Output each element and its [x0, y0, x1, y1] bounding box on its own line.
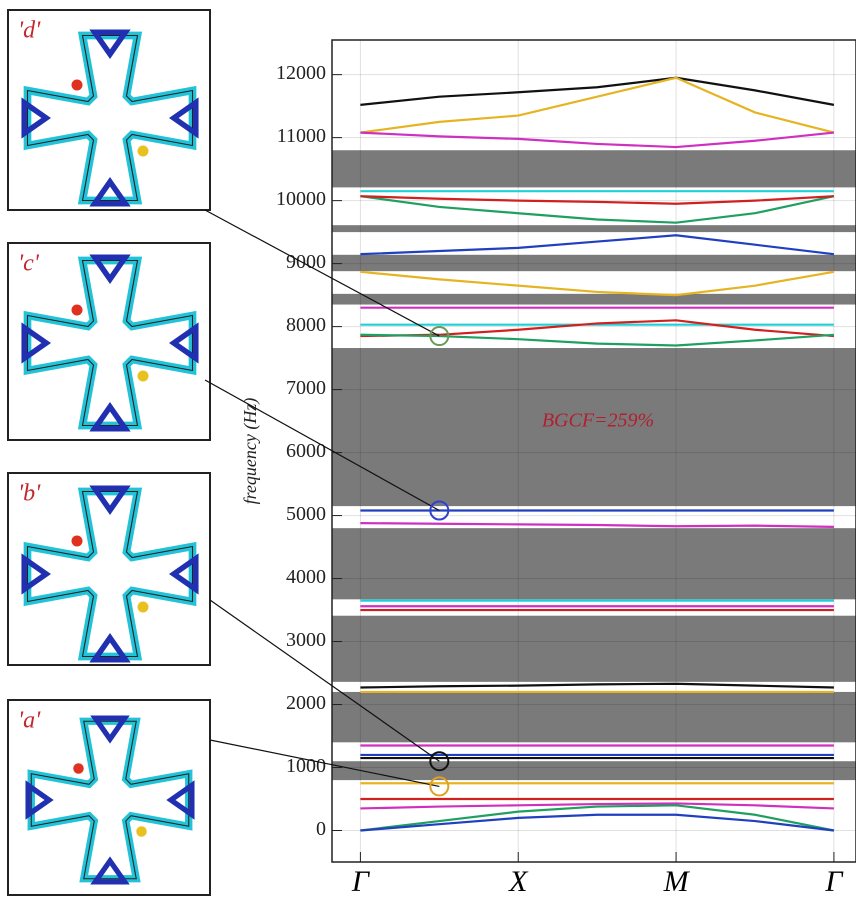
- mode-label: 'b': [18, 481, 41, 507]
- mode-label: 'd': [18, 18, 41, 44]
- annotation: BGCF=259%: [542, 410, 654, 432]
- y-tick-label: 2000: [286, 692, 326, 714]
- y-tick-label: 12000: [276, 62, 326, 84]
- band-gap: [332, 294, 856, 305]
- band-gap: [332, 692, 856, 742]
- mode-label: 'c': [18, 251, 40, 277]
- y-tick-label: 10000: [276, 188, 326, 210]
- y-tick-label: 8000: [286, 314, 326, 336]
- y-tick-label: 11000: [277, 125, 326, 147]
- band-gap: [332, 150, 856, 187]
- y-tick-label: 5000: [286, 503, 326, 525]
- band-gap: [332, 761, 856, 780]
- y-tick-label: 9000: [286, 251, 326, 273]
- band-gap: [332, 255, 856, 271]
- y-axis-label: frequency (Hz): [240, 398, 261, 505]
- y-tick-label: 1000: [286, 755, 326, 777]
- y-tick-label: 4000: [286, 566, 326, 588]
- band-gap: [332, 528, 856, 599]
- x-tick-label: Γ: [824, 865, 844, 898]
- y-tick-label: 0: [316, 818, 326, 840]
- x-tick-label: X: [508, 865, 529, 898]
- chart: 0100020003000400050006000700080009000100…: [0, 0, 856, 902]
- x-tick-label: Γ: [351, 865, 371, 898]
- y-tick-label: 7000: [286, 377, 326, 399]
- band-gap: [332, 616, 856, 682]
- band-gap: [332, 225, 856, 232]
- y-tick-label: 3000: [286, 629, 326, 651]
- mode-label: 'a': [18, 708, 41, 734]
- x-tick-label: M: [663, 865, 691, 898]
- insets: [8, 10, 210, 895]
